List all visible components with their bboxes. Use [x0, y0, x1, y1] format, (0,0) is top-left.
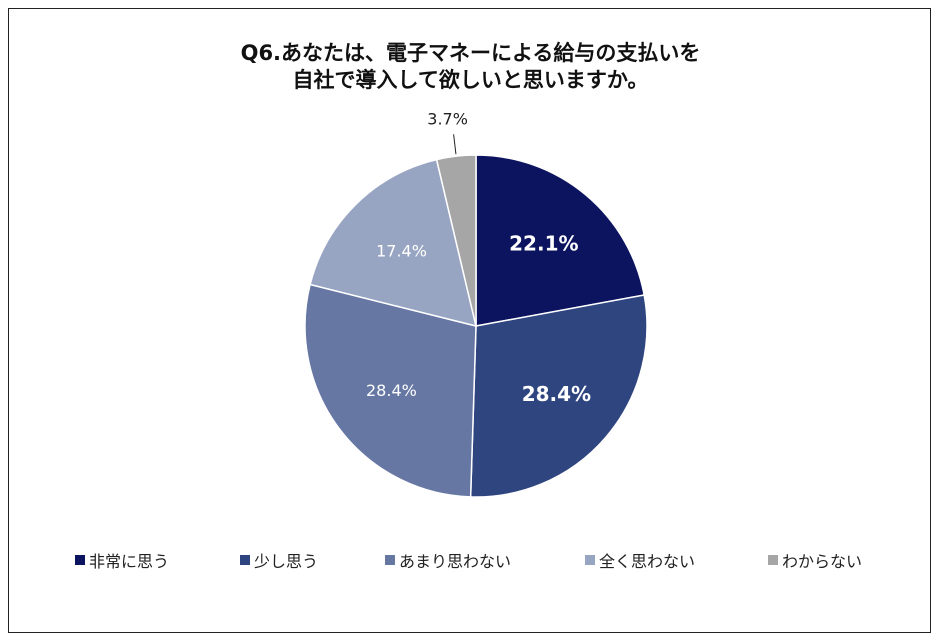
leader-line — [453, 134, 457, 155]
legend-label: 少し思う — [254, 552, 319, 571]
chart-title-line-1: Q6.あなたは、電子マネーによる給与の支払いを — [240, 41, 701, 65]
legend-label: 全く思わない — [599, 552, 696, 571]
chart-title-line-2: 自社で導入して欲しいと思いますか。 — [292, 68, 649, 92]
legend-swatch — [768, 555, 778, 565]
data-label-2: 28.4% — [366, 381, 417, 400]
chart-title: Q6.あなたは、電子マネーによる給与の支払いを 自社で導入して欲しいと思いますか… — [0, 40, 941, 94]
legend-swatch — [385, 555, 395, 565]
data-label-0: 22.1% — [509, 232, 578, 256]
legend-item: 全く思わない — [585, 548, 695, 572]
legend-label: 非常に思う — [89, 552, 170, 571]
legend-label: あまり思わない — [399, 552, 512, 571]
legend-item: 非常に思う — [75, 548, 169, 572]
data-label-3: 17.4% — [376, 242, 427, 261]
legend-item: 少し思う — [240, 548, 318, 572]
legend-swatch — [75, 555, 85, 565]
legend-swatch — [240, 555, 250, 565]
legend-swatch — [585, 555, 595, 565]
legend-item: わからない — [768, 548, 862, 572]
pie-slice-0 — [475, 154, 646, 327]
pie-slice-2 — [304, 283, 477, 498]
pie-slice-1 — [469, 294, 648, 498]
legend-label: わからない — [782, 552, 863, 571]
data-label-4: 3.7% — [427, 109, 468, 128]
pie-slice-4 — [435, 154, 477, 327]
pie-slice-3 — [309, 158, 478, 328]
legend-item: あまり思わない — [385, 548, 511, 572]
data-label-1: 28.4% — [522, 382, 591, 406]
